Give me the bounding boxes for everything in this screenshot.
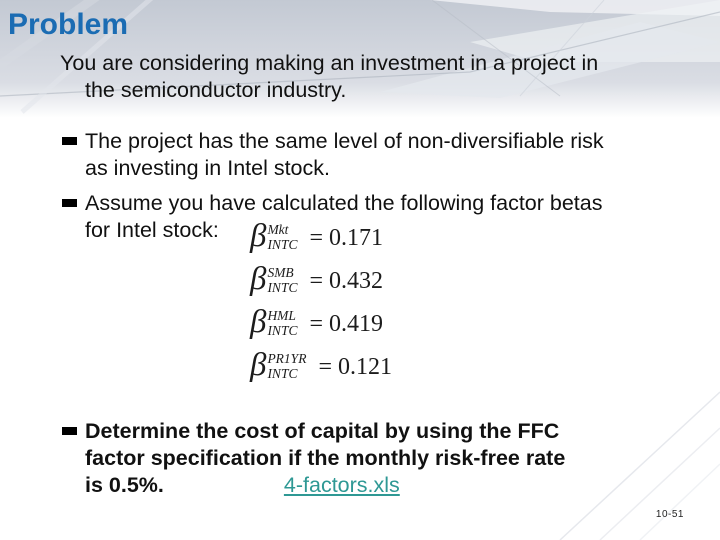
bullet-square-icon — [62, 137, 77, 145]
beta-superscript: PR1YR — [267, 351, 307, 367]
slide-title: Problem — [8, 8, 129, 41]
bullet-item-betas: Assume you have calculated the following… — [62, 190, 672, 244]
bullet-last-line: is 0.5%. 4-factors.xls — [85, 472, 565, 499]
beta-superscript: Mkt — [267, 222, 289, 238]
equation-value: = 0.419 — [309, 310, 383, 337]
bullet-item-determine: Determine the cost of capital by using t… — [62, 418, 672, 499]
xls-link[interactable]: 4-factors.xls — [283, 473, 400, 497]
equation-value: = 0.121 — [318, 353, 392, 380]
beta-scripts: SMB INTC — [267, 265, 298, 296]
bullet-text: Determine the cost of capital by using t… — [85, 419, 566, 470]
beta-scripts: PR1YR INTC — [267, 351, 307, 382]
beta-symbol: β — [250, 217, 267, 254]
equation-value: = 0.171 — [309, 224, 383, 251]
bullet-square-icon — [62, 199, 77, 207]
beta-superscript: HML — [267, 308, 296, 324]
page-number: 10-51 — [655, 509, 684, 520]
beta-superscript: SMB — [267, 265, 294, 281]
bullet-square-icon — [62, 427, 77, 435]
intro-paragraph: You are considering making an investment… — [60, 51, 599, 102]
bullet-text: The project has the same level of non-di… — [85, 129, 604, 180]
rate-text: is 0.5%. — [85, 473, 164, 497]
beta-symbol: β — [250, 346, 267, 383]
beta-subscript: INTC — [267, 237, 298, 252]
bullet-item-risk: The project has the same level of non-di… — [62, 128, 672, 182]
beta-symbol: β — [250, 260, 267, 297]
beta-subscript: INTC — [267, 280, 298, 295]
equation-smb-beta: β SMB INTC = 0.432 — [250, 260, 392, 299]
equation-hml-beta: β HML INTC = 0.419 — [250, 303, 392, 342]
beta-symbol: β — [250, 303, 267, 340]
equations-block: β Mkt INTC = 0.171 β SMB INTC = 0.432 β … — [250, 217, 392, 392]
beta-subscript: INTC — [267, 323, 298, 338]
beta-scripts: Mkt INTC — [267, 222, 298, 253]
beta-scripts: HML INTC — [267, 308, 298, 339]
beta-subscript: INTC — [267, 366, 298, 381]
equation-pr1yr-beta: β PR1YR INTC = 0.121 — [250, 346, 392, 385]
equation-value: = 0.432 — [309, 267, 383, 294]
bullet-text: Assume you have calculated the following… — [85, 191, 603, 242]
equation-mkt-beta: β Mkt INTC = 0.171 — [250, 217, 392, 256]
